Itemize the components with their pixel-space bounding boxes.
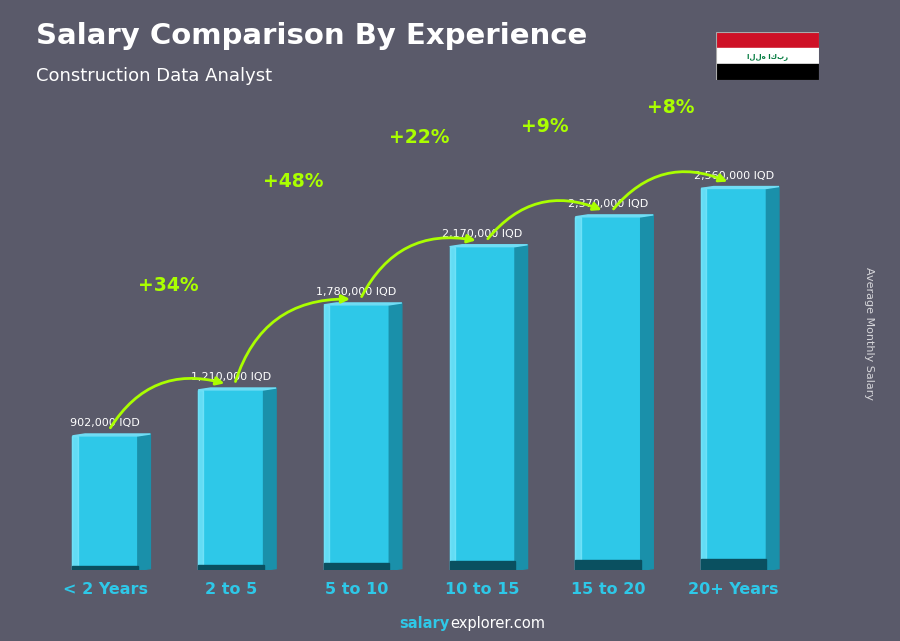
Bar bbox=[198, 390, 264, 570]
Bar bbox=[324, 305, 329, 570]
Text: 902,000 IQD: 902,000 IQD bbox=[70, 418, 140, 428]
Polygon shape bbox=[641, 215, 653, 570]
Polygon shape bbox=[450, 245, 527, 247]
Polygon shape bbox=[390, 303, 401, 570]
Text: الله اكبر: الله اكبر bbox=[747, 53, 788, 60]
Bar bbox=[701, 188, 706, 570]
Bar bbox=[575, 217, 641, 570]
Polygon shape bbox=[701, 187, 779, 188]
Bar bbox=[450, 247, 515, 570]
Text: +8%: +8% bbox=[647, 98, 695, 117]
Text: Construction Data Analyst: Construction Data Analyst bbox=[36, 67, 272, 85]
Polygon shape bbox=[767, 187, 779, 570]
Bar bbox=[73, 436, 138, 570]
Polygon shape bbox=[324, 303, 401, 305]
Bar bbox=[575, 217, 580, 570]
Text: +48%: +48% bbox=[264, 172, 324, 191]
Text: 2,370,000 IQD: 2,370,000 IQD bbox=[568, 199, 648, 209]
Text: Average Monthly Salary: Average Monthly Salary bbox=[863, 267, 874, 400]
Bar bbox=[575, 560, 641, 570]
Polygon shape bbox=[73, 434, 150, 436]
Text: +9%: +9% bbox=[521, 117, 569, 136]
Bar bbox=[701, 559, 767, 570]
Bar bbox=[73, 436, 77, 570]
Text: 2,170,000 IQD: 2,170,000 IQD bbox=[442, 229, 522, 239]
Text: +22%: +22% bbox=[389, 128, 450, 147]
Bar bbox=[73, 567, 138, 570]
Text: explorer.com: explorer.com bbox=[450, 617, 545, 631]
Text: 2,560,000 IQD: 2,560,000 IQD bbox=[694, 171, 774, 181]
Bar bbox=[716, 32, 819, 48]
Polygon shape bbox=[198, 388, 276, 390]
Bar bbox=[450, 561, 515, 570]
Text: salary: salary bbox=[400, 617, 450, 631]
Bar bbox=[716, 48, 819, 64]
Bar bbox=[450, 247, 454, 570]
Text: 1,780,000 IQD: 1,780,000 IQD bbox=[317, 287, 397, 297]
Polygon shape bbox=[515, 245, 527, 570]
Polygon shape bbox=[264, 388, 276, 570]
Polygon shape bbox=[575, 215, 653, 217]
Bar bbox=[716, 64, 819, 80]
Bar bbox=[701, 188, 767, 570]
Bar bbox=[324, 305, 390, 570]
Text: 1,210,000 IQD: 1,210,000 IQD bbox=[191, 372, 271, 382]
Text: Salary Comparison By Experience: Salary Comparison By Experience bbox=[36, 22, 587, 51]
Bar bbox=[198, 565, 264, 570]
Text: +34%: +34% bbox=[138, 276, 198, 295]
Bar bbox=[324, 563, 390, 570]
Bar bbox=[198, 390, 203, 570]
Polygon shape bbox=[138, 434, 150, 570]
